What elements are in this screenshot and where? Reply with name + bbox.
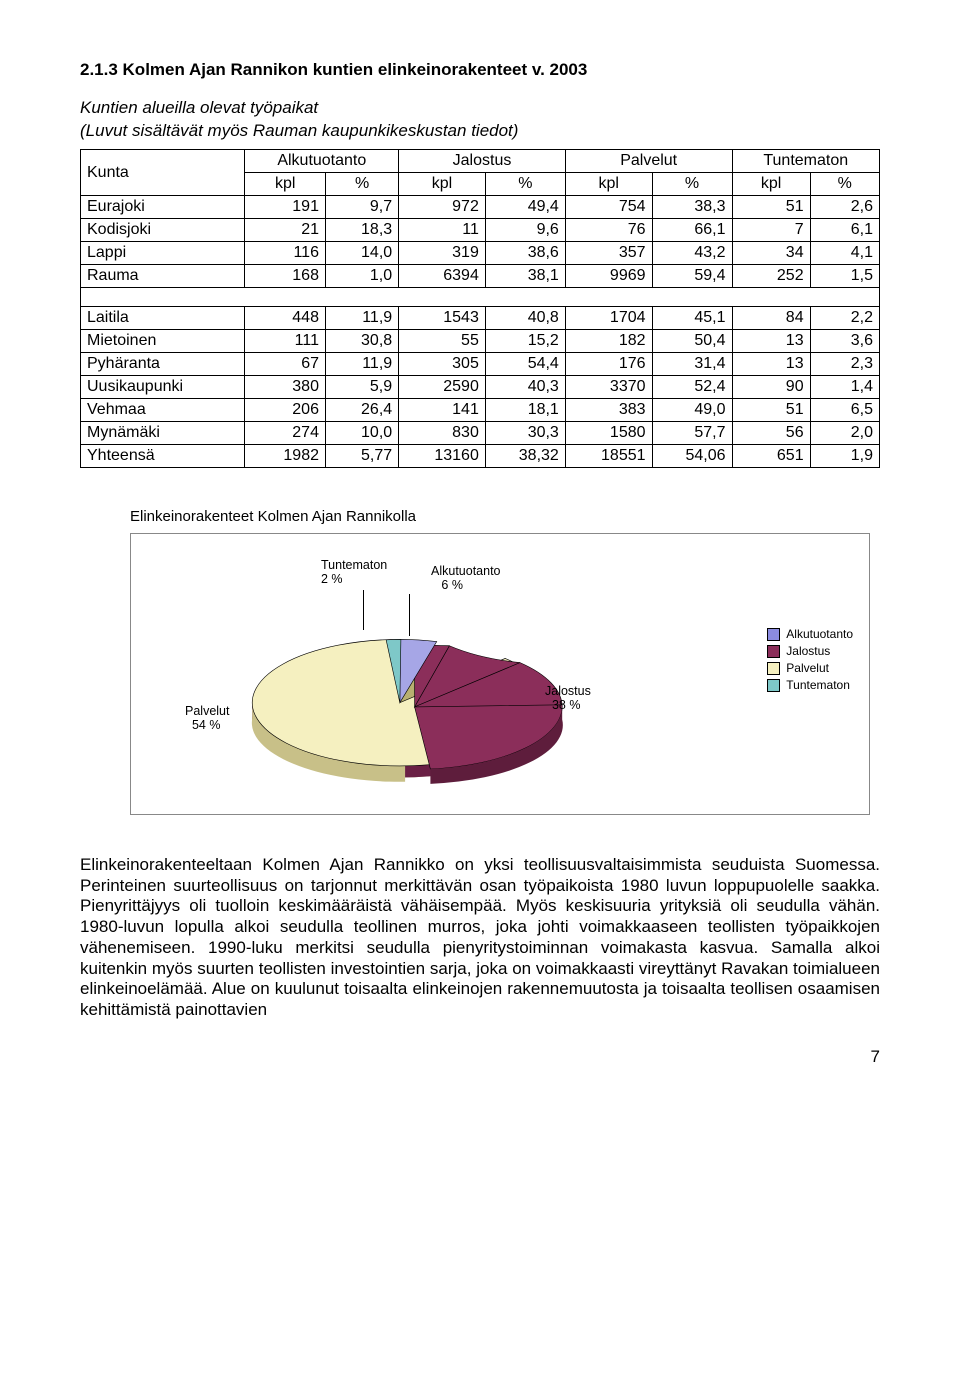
legend-item: Jalostus [767, 644, 853, 658]
table-row: Kodisjoki2118,3119,67666,176,1 [81, 219, 880, 242]
table-row: Mietoinen11130,85515,218250,4133,6 [81, 330, 880, 353]
page-number: 7 [80, 1047, 880, 1067]
label-jalostus: Jalostus 38 % [545, 684, 591, 713]
table-title: Kuntien alueilla olevat työpaikat [80, 98, 880, 118]
sub-kpl: kpl [245, 173, 326, 196]
table-row: Mynämäki27410,083030,3158057,7562,0 [81, 422, 880, 445]
table-row: Lappi11614,031938,635743,2344,1 [81, 242, 880, 265]
sub-kpl: kpl [565, 173, 652, 196]
data-table: Kunta Alkutuotanto Jalostus Palvelut Tun… [80, 149, 880, 468]
table-row: Eurajoki1919,797249,475438,3512,6 [81, 196, 880, 219]
sub-pct: % [810, 173, 879, 196]
sub-pct: % [485, 173, 565, 196]
sub-kpl: kpl [732, 173, 810, 196]
chart-title: Elinkeinorakenteet Kolmen Ajan Rannikoll… [130, 508, 880, 525]
col-alkutuotanto: Alkutuotanto [245, 150, 399, 173]
label-palvelut: Palvelut 54 % [185, 704, 229, 733]
table-row: Pyhäranta6711,930554,417631,4132,3 [81, 353, 880, 376]
col-kunta: Kunta [81, 150, 245, 196]
legend-item: Alkutuotanto [767, 627, 853, 641]
pie-chart: Tuntematon2 % Alkutuotanto 6 % Palvelut … [130, 533, 870, 815]
table-row: Yhteensä19825,771316038,321855154,066511… [81, 445, 880, 468]
table-row: Vehmaa20626,414118,138349,0516,5 [81, 399, 880, 422]
sub-pct: % [652, 173, 732, 196]
table-subtitle: (Luvut sisältävät myös Rauman kaupunkike… [80, 121, 880, 141]
table-row: Uusikaupunki3805,9259040,3337052,4901,4 [81, 376, 880, 399]
legend: Alkutuotanto Jalostus Palvelut Tuntematon [767, 624, 853, 695]
table-row: Laitila44811,9154340,8170445,1842,2 [81, 307, 880, 330]
col-tuntematon: Tuntematon [732, 150, 880, 173]
table-row: Rauma1681,0639438,1996959,42521,5 [81, 265, 880, 288]
sub-pct: % [325, 173, 398, 196]
label-tuntematon: Tuntematon2 % [321, 558, 387, 587]
label-alkutuotanto: Alkutuotanto 6 % [431, 564, 501, 593]
col-palvelut: Palvelut [565, 150, 732, 173]
body-paragraph: Elinkeinorakenteeltaan Kolmen Ajan Ranni… [80, 855, 880, 1021]
legend-item: Tuntematon [767, 678, 853, 692]
section-title: 2.1.3 Kolmen Ajan Rannikon kuntien elink… [80, 60, 880, 80]
legend-item: Palvelut [767, 661, 853, 675]
col-jalostus: Jalostus [399, 150, 566, 173]
sub-kpl: kpl [399, 173, 486, 196]
